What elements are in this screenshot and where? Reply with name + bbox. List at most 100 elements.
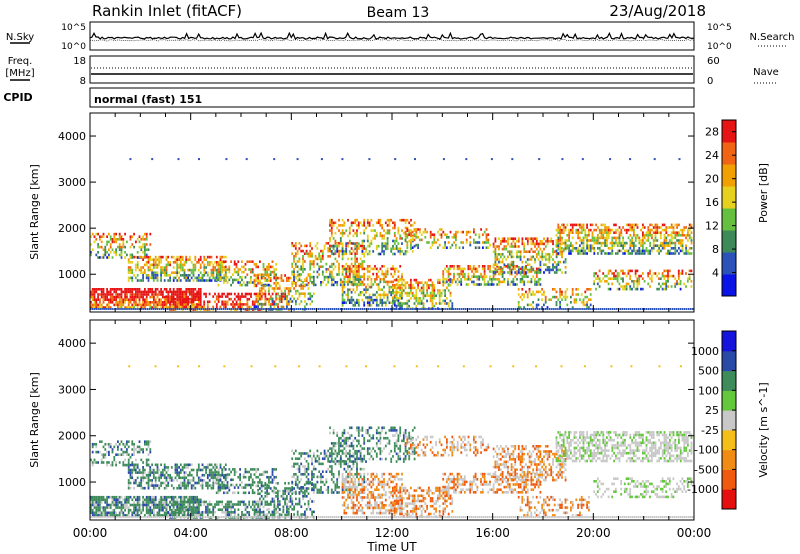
heatmap-cell: [309, 292, 312, 295]
heatmap-cell: [539, 268, 542, 272]
heatmap-cell: [160, 471, 162, 474]
heatmap-cell: [654, 236, 657, 240]
heatmap-cell: [414, 308, 416, 310]
heatmap-cell: [167, 300, 170, 304]
heatmap-cell: [156, 274, 159, 277]
heatmap-cell: [138, 484, 141, 487]
heatmap-cell: [588, 298, 590, 301]
heatmap-cell: [179, 274, 182, 277]
heatmap-cell: [645, 239, 648, 242]
heatmap-cell: [580, 223, 583, 227]
heatmap-cell: [127, 484, 130, 487]
heatmap-cell: [456, 308, 458, 310]
heatmap-cell: [566, 234, 569, 237]
heatmap-cell: [523, 245, 526, 248]
heatmap-cell: [508, 283, 511, 286]
heatmap-cell: [233, 270, 236, 274]
heatmap-cell: [154, 481, 157, 485]
heatmap-cell: [135, 448, 137, 451]
heatmap-cell: [356, 298, 358, 302]
heatmap-cell: [126, 506, 128, 509]
heatmap-cell: [255, 295, 258, 298]
heatmap-cell: [478, 236, 481, 239]
heatmap-cell: [492, 278, 495, 281]
heatmap-cell: [117, 306, 119, 309]
heatmap-cell: [374, 265, 376, 268]
heatmap-cell: [158, 293, 161, 296]
heatmap-cell: [562, 223, 565, 227]
heatmap-cell: [383, 229, 385, 232]
heatmap-cell: [172, 495, 175, 499]
heatmap-cell: [329, 221, 331, 225]
heatmap-cell: [383, 275, 385, 278]
heatmap-cell: [604, 239, 606, 242]
heatmap-cell: [329, 255, 331, 258]
heatmap-cell: [181, 290, 184, 294]
heatmap-cell: [517, 271, 520, 274]
heatmap-cell: [260, 283, 263, 287]
heatmap-cell: [129, 503, 132, 507]
heatmap-cell: [600, 244, 603, 247]
heatmap-cell: [93, 514, 96, 517]
heatmap-cell: [142, 298, 144, 301]
heatmap-cell: [104, 506, 107, 509]
heatmap-cell: [113, 495, 116, 499]
heatmap-cell: [544, 298, 547, 301]
heatmap-cell: [154, 258, 157, 261]
heatmap-cell: [264, 295, 267, 298]
heatmap-cell: [257, 300, 259, 303]
heatmap-cell: [183, 495, 186, 499]
heatmap-cell: [293, 255, 295, 258]
heatmap-cell: [383, 285, 385, 289]
heatmap-cell: [194, 263, 197, 267]
heatmap-cell: [639, 308, 642, 310]
heatmap-cell: [661, 282, 664, 286]
heatmap-cell: [100, 501, 103, 504]
heatmap-cell: [474, 283, 477, 286]
heatmap-cell: [352, 272, 355, 276]
heatmap-cell: [577, 288, 579, 291]
heatmap-cell: [230, 303, 233, 306]
heatmap-cell: [203, 274, 206, 277]
heatmap-cell: [537, 303, 540, 307]
heatmap-cell: [178, 263, 180, 267]
heatmap-cell: [622, 244, 624, 247]
heatmap-cell: [219, 276, 222, 279]
heatmap-cell: [519, 250, 522, 253]
heatmap-cell: [546, 253, 549, 256]
heatmap-cell: [142, 306, 144, 309]
heatmap-cell: [106, 298, 108, 301]
heatmap-cell: [396, 308, 398, 310]
heatmap-cell: [505, 265, 508, 268]
heatmap-cell: [289, 297, 292, 301]
heatmap-cell: [678, 234, 680, 237]
heatmap-cell: [158, 503, 161, 507]
heatmap-cell: [115, 495, 117, 499]
heatmap-cell: [198, 308, 201, 310]
heatmap-cell: [203, 258, 206, 261]
heatmap-cell: [248, 305, 251, 309]
heatmap-cell: [539, 255, 542, 259]
heatmap-cell: [517, 301, 520, 304]
heatmap-cell: [499, 280, 502, 284]
heatmap-cell: [561, 293, 563, 296]
heatmap-cell: [483, 241, 486, 244]
heatmap-cell: [392, 252, 394, 256]
heatmap-cell: [127, 471, 130, 474]
heatmap-cell: [304, 292, 306, 295]
heatmap-cell: [573, 223, 576, 227]
heatmap-cell: [476, 246, 479, 249]
heatmap-cell: [402, 302, 405, 305]
heatmap-cell: [205, 295, 207, 298]
heatmap-cell: [598, 277, 601, 280]
heatmap-cell: [472, 265, 475, 268]
heatmap-cell: [652, 226, 655, 229]
heatmap-cell: [250, 281, 252, 284]
heatmap-cell: [172, 292, 175, 296]
heatmap-cell: [93, 498, 96, 502]
heatmap-cell: [244, 303, 247, 306]
heatmap-cell: [411, 250, 414, 253]
colorbar-segment: [722, 230, 736, 253]
heatmap-cell: [642, 223, 644, 227]
heatmap-cell: [91, 514, 94, 517]
